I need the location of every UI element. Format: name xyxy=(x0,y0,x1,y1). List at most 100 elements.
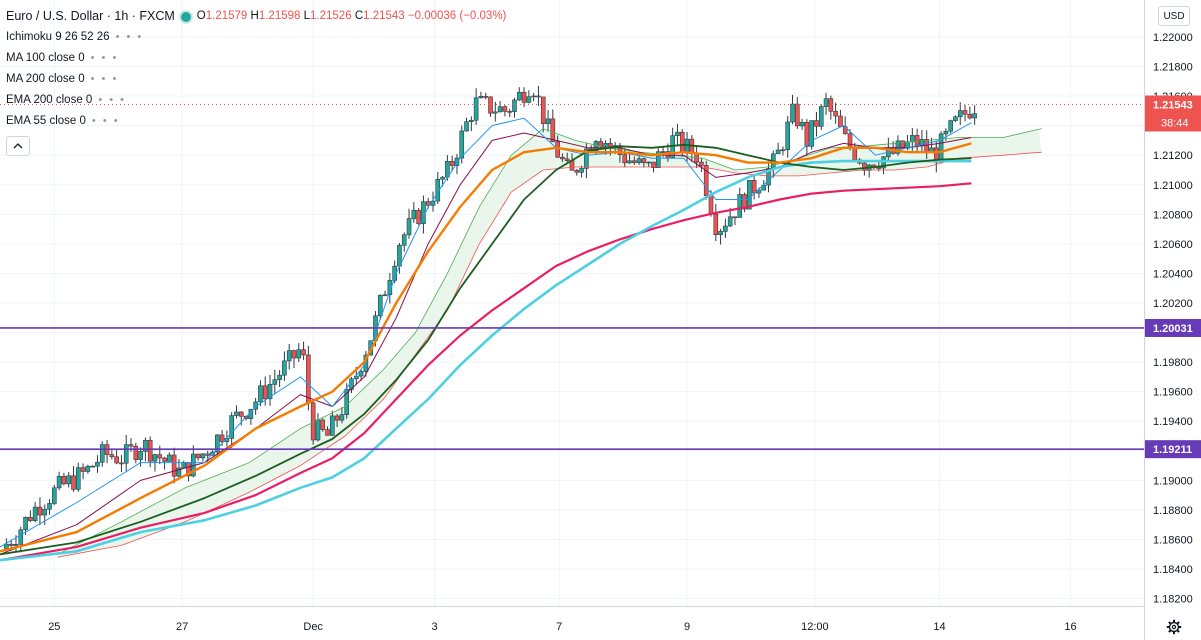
candle-body xyxy=(143,439,148,452)
candle-body xyxy=(325,429,330,436)
candle-body xyxy=(727,216,733,227)
candle-body xyxy=(564,158,570,161)
indicator-name: Ichimoku 9 26 52 26 xyxy=(6,31,110,43)
candle-body xyxy=(929,147,934,152)
more-icon[interactable]: • • • xyxy=(115,31,144,43)
candle-body xyxy=(555,141,560,158)
candle-body xyxy=(13,543,19,546)
candle-body xyxy=(478,96,484,99)
y-tick-label: 1.19000 xyxy=(1153,475,1193,487)
candle-body xyxy=(42,508,48,516)
candle-body xyxy=(152,454,158,462)
candle-body xyxy=(157,454,163,459)
candle-body xyxy=(464,121,469,132)
candle-body xyxy=(747,180,752,210)
close-value: 1.21543 xyxy=(363,10,405,22)
chevron-up-icon xyxy=(13,143,23,149)
indicator-ma200[interactable]: MA 200 close 0 • • • xyxy=(6,69,506,90)
candle-body xyxy=(550,118,556,143)
close-label: C xyxy=(354,10,364,22)
x-tick-label: 9 xyxy=(684,621,690,633)
candle-body xyxy=(449,161,455,166)
candle-body xyxy=(459,130,465,159)
x-tick-label: Dec xyxy=(303,621,323,633)
candle-body xyxy=(344,389,350,415)
candle-body xyxy=(910,135,915,143)
change-value: −0.00036 (−0.03%) xyxy=(407,10,507,22)
more-icon[interactable]: • • • xyxy=(91,115,120,127)
y-tick-label: 1.18400 xyxy=(1153,564,1193,576)
candle-body xyxy=(454,157,460,166)
x-tick-label: 14 xyxy=(933,621,945,633)
indicator-ma100[interactable]: MA 100 close 0 • • • xyxy=(6,48,506,69)
candle-body xyxy=(406,218,412,236)
candle-body xyxy=(147,439,153,462)
candle-body xyxy=(320,419,326,430)
candle-body xyxy=(229,415,234,439)
more-icon[interactable]: • • • xyxy=(90,73,119,85)
candle-body xyxy=(957,110,963,118)
candle-body xyxy=(914,135,920,146)
countdown-label: 38:44 xyxy=(1161,117,1189,129)
level-price-label: 1.19211 xyxy=(1153,444,1192,456)
candle-body xyxy=(488,96,493,114)
candle-body xyxy=(967,113,973,119)
candle-body xyxy=(80,467,86,472)
x-tick-label: 16 xyxy=(1064,621,1076,633)
candle-body xyxy=(953,116,958,121)
candle-body xyxy=(804,122,810,147)
candle-body xyxy=(948,120,953,132)
candle-body xyxy=(195,453,201,459)
candle-body xyxy=(636,158,642,163)
candle-body xyxy=(790,103,795,123)
indicator-ema200[interactable]: EMA 200 close 0 • • • xyxy=(6,90,506,111)
candle-body xyxy=(61,475,67,485)
candle-body xyxy=(114,456,119,464)
candle-body xyxy=(938,133,944,163)
candle-body xyxy=(699,161,704,166)
candle-body xyxy=(814,120,819,127)
candle-body xyxy=(818,106,824,127)
series-line-ema55 xyxy=(0,142,972,553)
candle-body xyxy=(962,110,968,115)
y-tick-label: 1.18200 xyxy=(1153,594,1193,606)
candle-body xyxy=(579,168,584,173)
indicator-ema55[interactable]: EMA 55 close 0 • • • xyxy=(6,111,506,132)
candle-body xyxy=(723,225,728,232)
level-label-bg xyxy=(1145,318,1201,337)
candle-body xyxy=(675,131,680,136)
symbol-title[interactable]: Euro / U.S. Dollar · 1h · FXCM xyxy=(6,9,175,23)
candle-body xyxy=(90,465,95,468)
candle-body xyxy=(387,280,393,296)
candle-body xyxy=(603,143,608,147)
indicator-ichimoku[interactable]: Ichimoku 9 26 52 26 • • • xyxy=(6,27,506,48)
y-tick-label: 1.21200 xyxy=(1153,150,1193,162)
candle-body xyxy=(411,209,417,219)
more-icon[interactable]: • • • xyxy=(90,52,119,64)
candle-body xyxy=(401,234,407,246)
collapse-legend-button[interactable] xyxy=(6,136,30,156)
settings-button[interactable] xyxy=(1165,618,1183,636)
candle-body xyxy=(838,115,843,128)
candle-body xyxy=(703,165,709,196)
candle-body xyxy=(200,453,206,459)
candle-body xyxy=(306,354,311,404)
candle-body xyxy=(47,503,52,510)
more-icon[interactable]: • • • xyxy=(98,94,126,106)
candle-body xyxy=(766,168,771,186)
currency-button[interactable]: USD xyxy=(1158,6,1190,26)
y-tick-label: 1.21000 xyxy=(1153,180,1193,192)
candle-body xyxy=(37,506,43,516)
candle-body xyxy=(440,176,445,180)
y-tick-label: 1.18600 xyxy=(1153,534,1193,546)
candle-body xyxy=(205,453,211,456)
x-tick-label: 12:00 xyxy=(801,621,829,633)
gear-icon xyxy=(1166,619,1182,635)
candle-body xyxy=(234,411,239,416)
candle-body xyxy=(138,451,143,460)
candle-body xyxy=(560,156,565,160)
candle-body xyxy=(646,161,651,164)
candle-body xyxy=(85,465,91,472)
candle-body xyxy=(900,140,906,149)
